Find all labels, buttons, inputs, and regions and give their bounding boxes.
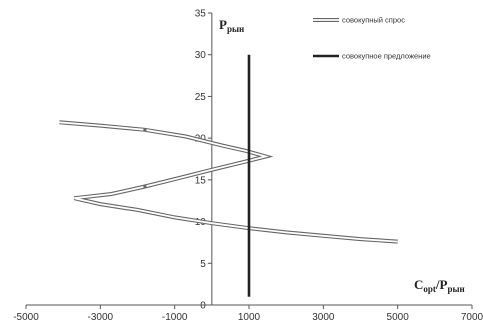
y-tick-label: 0 [200,301,206,312]
series-0 [59,120,398,244]
series-layer [59,54,398,297]
x-tick-label: -5000 [13,312,39,323]
x-tick-label: 7000 [461,312,483,323]
legend-item-1: совокупное предложение [313,52,431,61]
x-tick-label: -1000 [162,312,188,323]
y-tick-label: 30 [195,50,207,61]
y-tick-label: 5 [200,259,206,270]
x-tick-label: 1000 [238,312,261,323]
x-tick-label: 5000 [387,312,410,323]
x-axis-title: Copt/Pрын [414,277,465,294]
legend-label: совокупный спрос [342,16,405,25]
y-tick-label: 25 [195,92,207,103]
demand-line-inner [59,121,398,243]
legend: совокупный спрос совокупное предложение [313,16,431,61]
y-axis-title: Pрын [219,17,244,34]
legend-item-0: совокупный спрос [313,16,405,25]
x-tick-label: 3000 [312,312,335,323]
x-tick-label: -3000 [88,312,114,323]
demand-line-outer [59,120,398,244]
legend-label: совокупное предложение [342,52,431,61]
x-tick-labels: -5000 -3000 -1000 1000 3000 5000 7000 [13,312,483,323]
demand-marker [143,184,147,189]
y-tick-label: 15 [195,175,207,186]
demand-marker [143,128,147,132]
y-tick-label: 35 [195,9,207,20]
